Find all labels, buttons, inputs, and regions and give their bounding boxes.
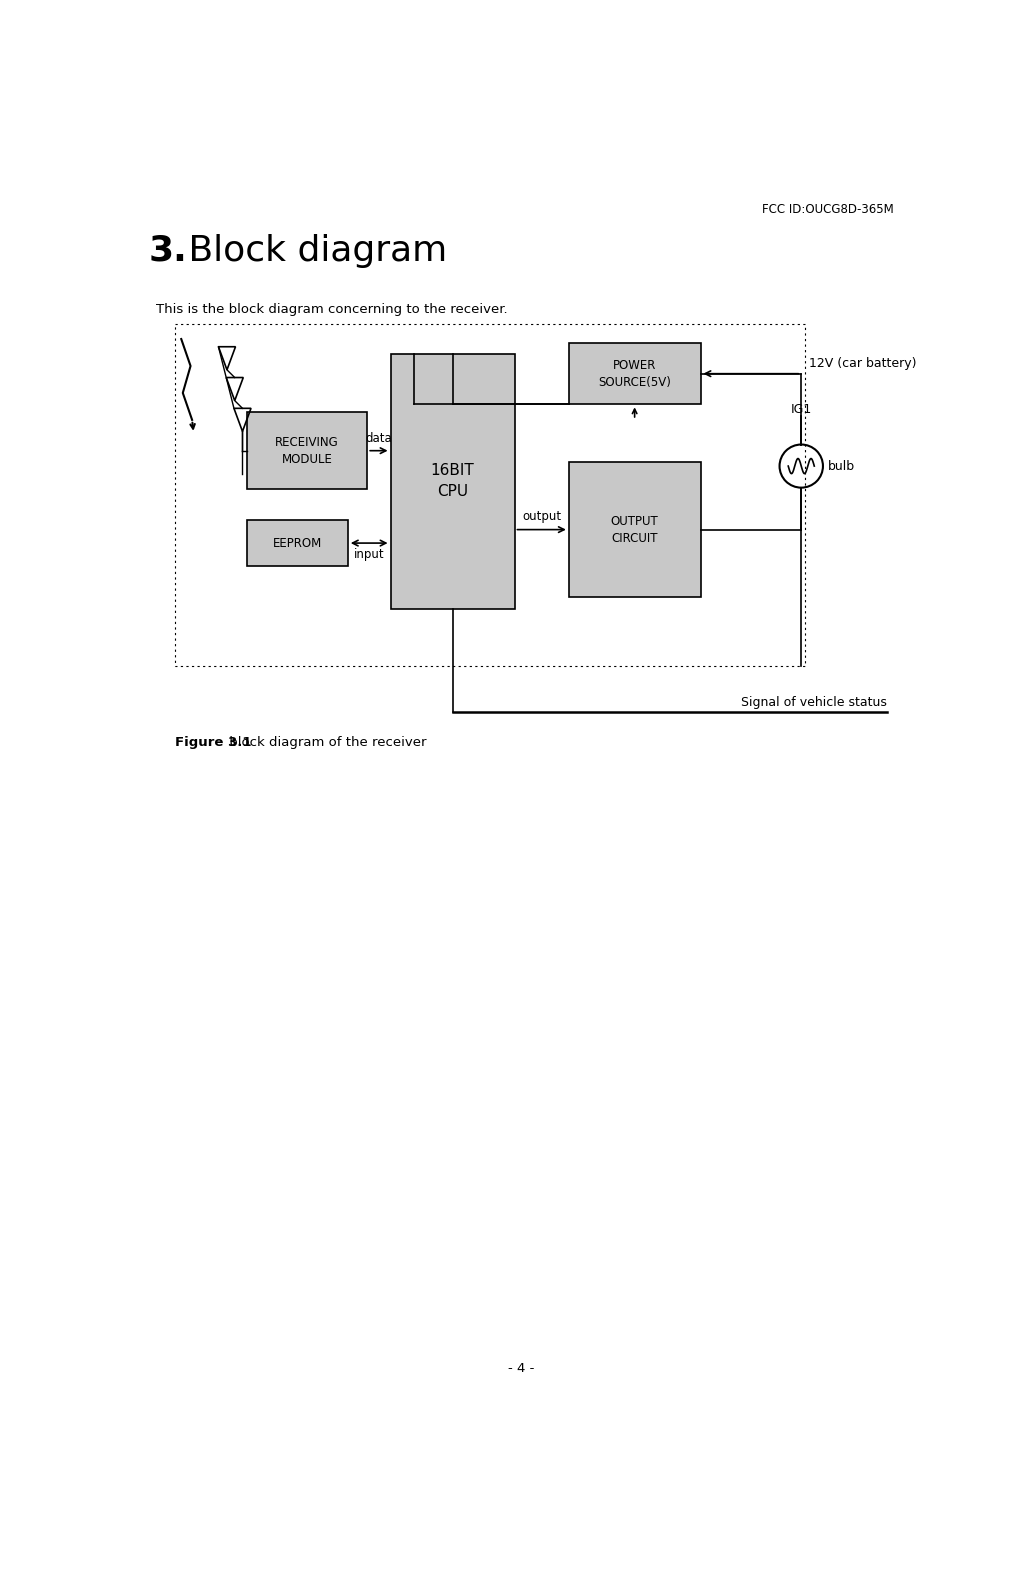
Text: output: output xyxy=(522,510,561,524)
Text: Block diagram: Block diagram xyxy=(178,233,448,268)
Text: - 4 -: - 4 - xyxy=(508,1362,533,1374)
Text: RECEIVING
MODULE: RECEIVING MODULE xyxy=(275,436,339,466)
Text: 12V (car battery): 12V (car battery) xyxy=(809,357,916,370)
Text: bulb: bulb xyxy=(828,460,854,472)
Text: block diagram of the receiver: block diagram of the receiver xyxy=(226,735,427,749)
Bar xyxy=(569,463,700,597)
Text: POWER
SOURCE(5V): POWER SOURCE(5V) xyxy=(598,359,671,389)
Text: input: input xyxy=(354,548,384,560)
Bar xyxy=(175,324,805,666)
Text: Signal of vehicle status: Signal of vehicle status xyxy=(741,696,887,708)
Text: This is the block diagram concerning to the receiver.: This is the block diagram concerning to … xyxy=(156,302,508,316)
Bar xyxy=(569,343,700,405)
Text: OUTPUT
CIRCUIT: OUTPUT CIRCUIT xyxy=(611,515,658,545)
Bar xyxy=(390,354,514,609)
Text: EEPROM: EEPROM xyxy=(273,537,322,549)
Text: data: data xyxy=(366,431,392,444)
Text: 3.: 3. xyxy=(148,233,187,268)
Text: FCC ID:OUCG8D-365M: FCC ID:OUCG8D-365M xyxy=(762,203,894,216)
Text: IG1: IG1 xyxy=(790,403,812,416)
Bar xyxy=(247,519,347,567)
Text: 16BIT
CPU: 16BIT CPU xyxy=(431,463,474,499)
Text: Figure 3.1: Figure 3.1 xyxy=(175,735,252,749)
Bar xyxy=(247,412,367,490)
